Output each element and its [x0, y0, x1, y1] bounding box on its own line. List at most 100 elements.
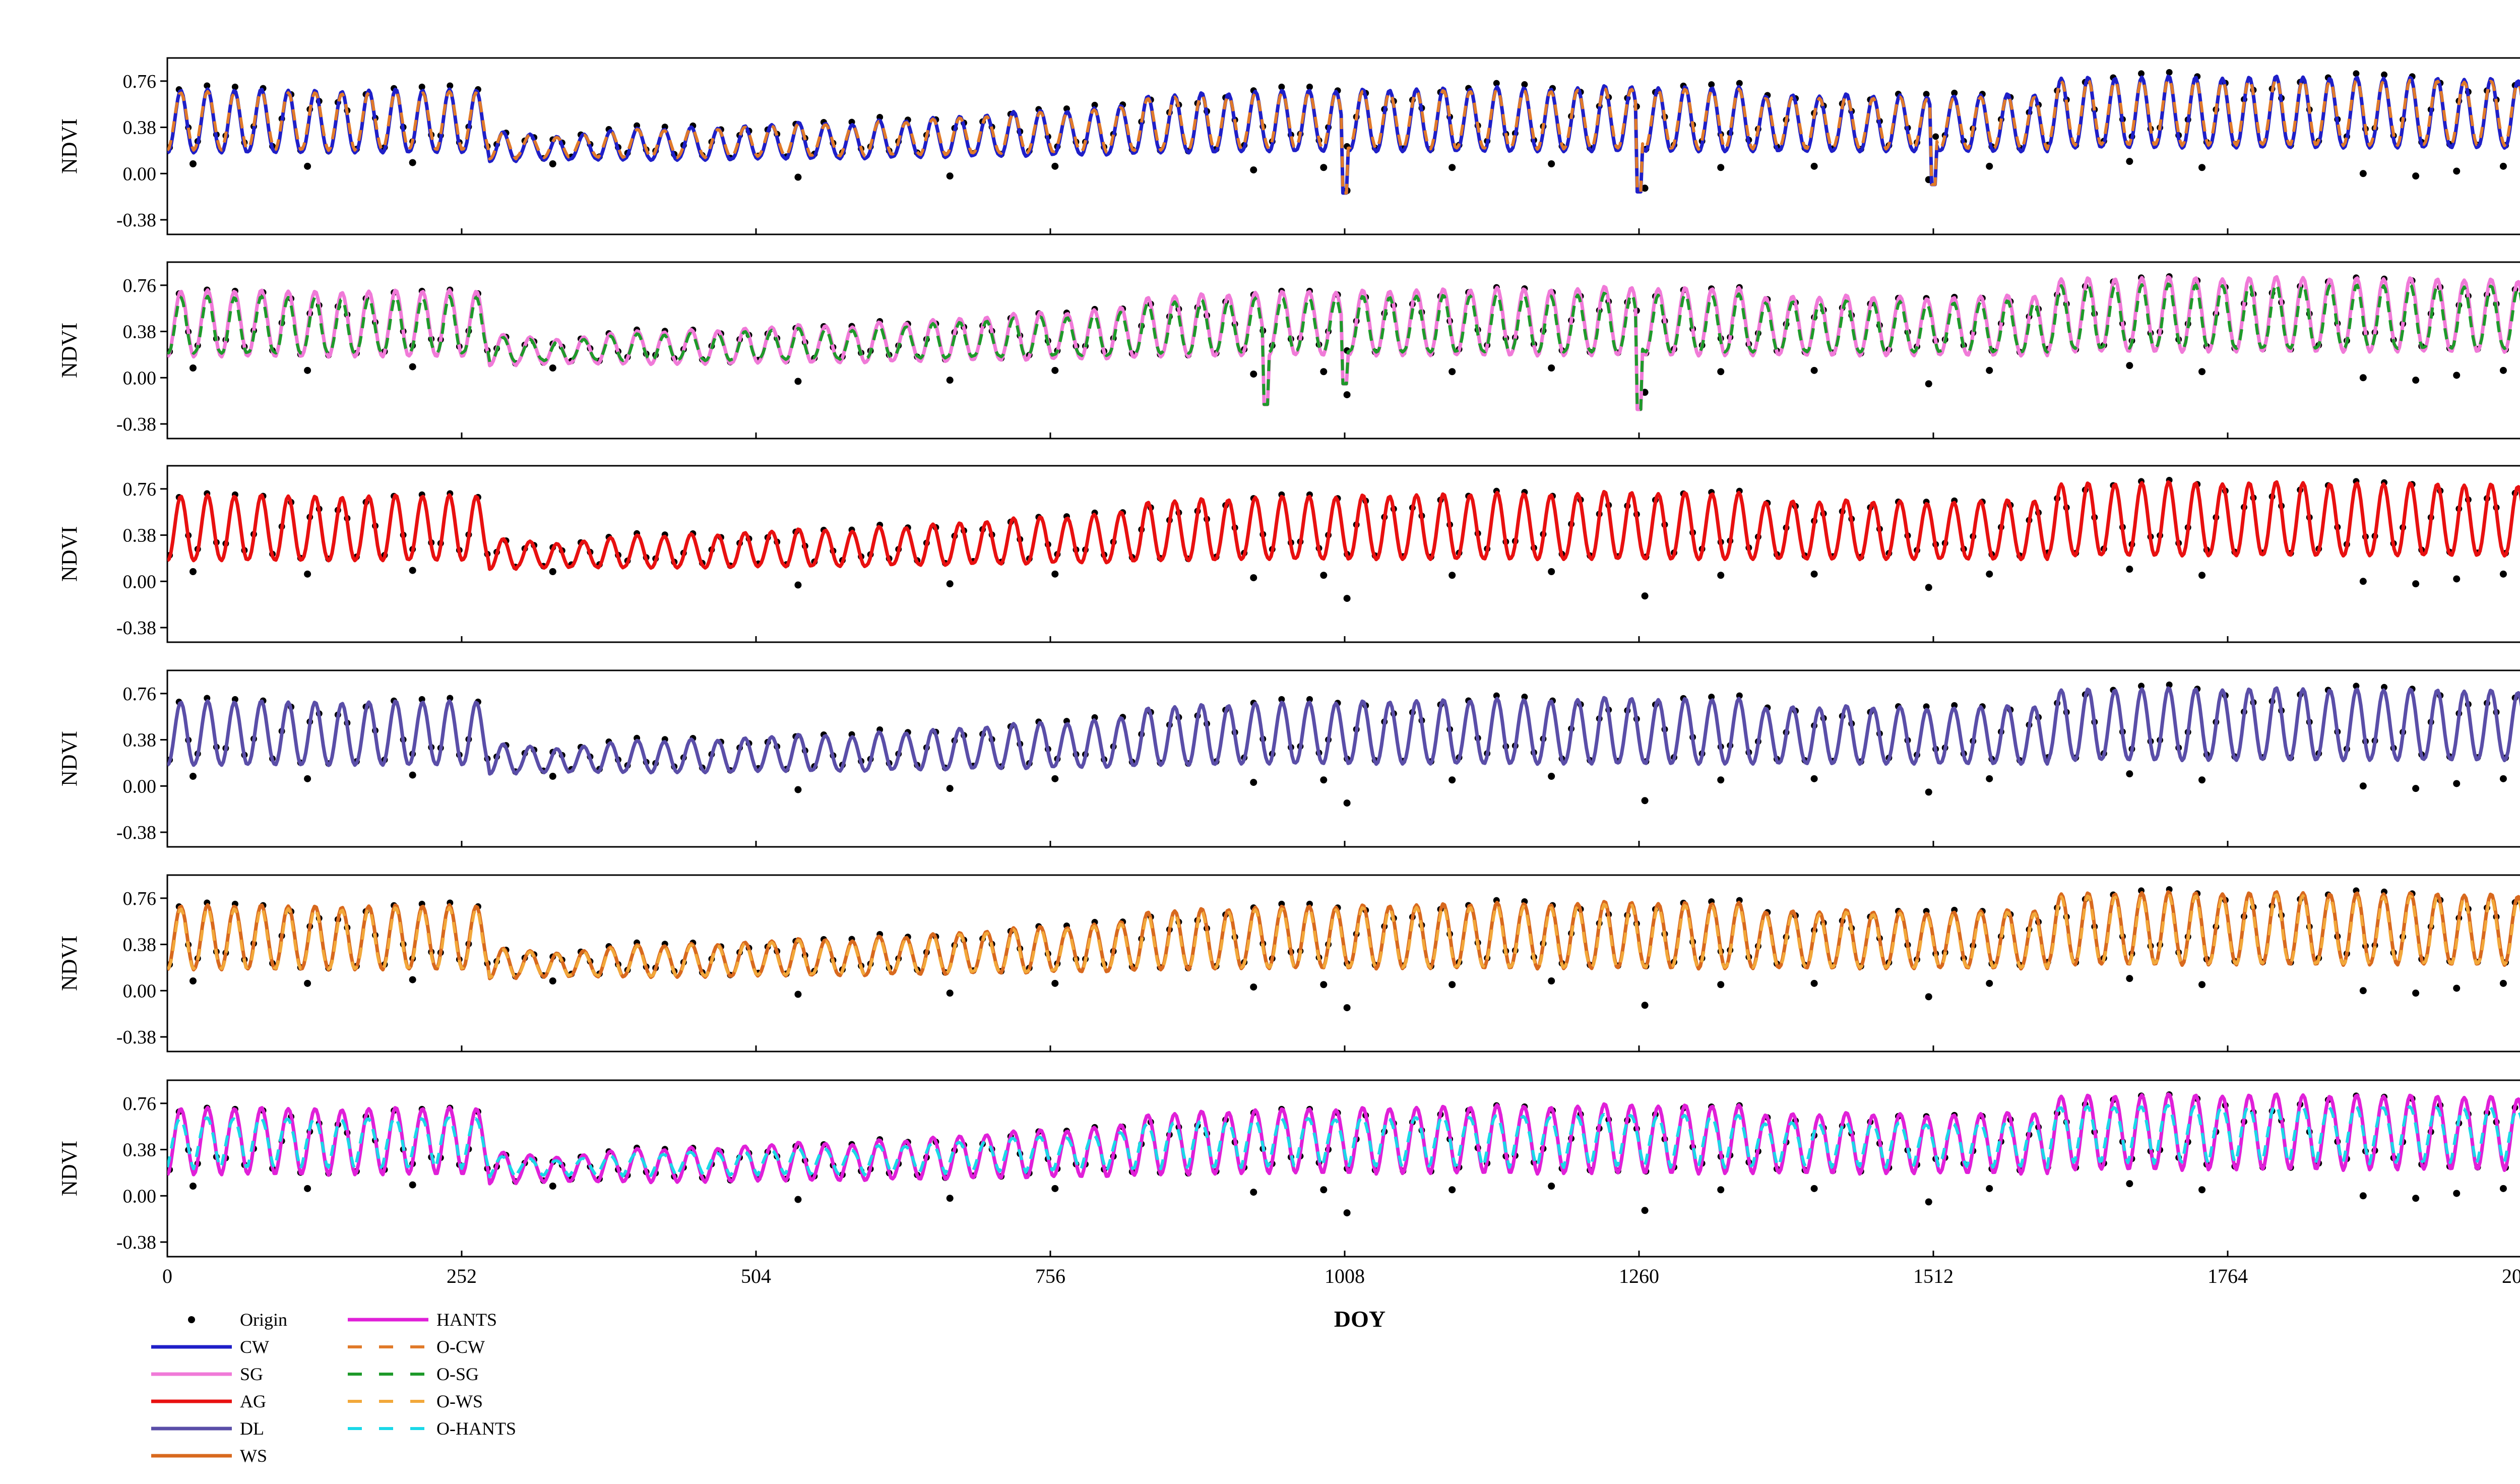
legend-label: SG — [240, 1364, 263, 1384]
origin-outlier-point — [2198, 776, 2206, 784]
origin-outlier-point — [2126, 566, 2133, 573]
origin-outlier-point — [2499, 775, 2507, 782]
legend-label: WS — [240, 1446, 267, 1466]
origin-outlier-point — [409, 771, 416, 779]
origin-outlier-point — [1448, 164, 1456, 171]
origin-point — [1932, 133, 1939, 140]
y-tick-label: -0.38 — [116, 1232, 156, 1253]
origin-outlier-point — [189, 364, 197, 372]
origin-outlier-point — [1717, 164, 1725, 171]
origin-outlier-point — [1986, 1185, 1993, 1192]
origin-outlier-point — [1051, 775, 1059, 782]
origin-outlier-point — [2126, 975, 2133, 982]
origin-outlier-point — [2499, 366, 2507, 374]
origin-outlier-point — [1641, 184, 1649, 192]
y-axis-title: NDVI — [57, 1141, 82, 1196]
origin-outlier-point — [794, 173, 802, 181]
origin-outlier-point — [2359, 987, 2367, 995]
y-tick-label: 0.00 — [123, 980, 157, 1002]
origin-outlier-point — [1448, 776, 1456, 784]
origin-outlier-point — [549, 160, 556, 167]
origin-outlier-point — [1717, 776, 1725, 784]
origin-outlier-point — [1986, 366, 1993, 374]
origin-outlier-point — [189, 977, 197, 984]
y-tick-label: 0.38 — [123, 525, 157, 546]
origin-outlier-point — [189, 160, 197, 167]
legend-marker — [188, 1316, 195, 1323]
origin-outlier-point — [2499, 162, 2507, 170]
y-tick-label: 0.76 — [123, 888, 157, 909]
legend-label: O-HANTS — [436, 1418, 516, 1439]
x-tick-label: 1260 — [1619, 1265, 1659, 1287]
origin-outlier-point — [2126, 770, 2133, 778]
panel-4: -0.38 0.00 0.38 0.76 NDVI — [57, 669, 2520, 848]
origin-outlier-point — [1250, 983, 1257, 991]
origin-outlier-point — [1986, 979, 1993, 987]
origin-outlier-point — [1343, 799, 1351, 807]
y-tick-label: 0.38 — [123, 935, 157, 956]
y-axis-title: NDVI — [57, 936, 82, 991]
origin-outlier-point — [946, 785, 954, 792]
plot-area — [167, 886, 2520, 1012]
origin-outlier-point — [1051, 162, 1059, 170]
y-tick-label: 0.76 — [123, 1093, 157, 1115]
origin-outlier-point — [1320, 981, 1328, 988]
y-tick-label: 0.38 — [123, 1140, 157, 1161]
y-tick-label: -0.38 — [116, 1027, 156, 1048]
panel-5: -0.38 0.00 0.38 0.76 NDVI — [57, 874, 2520, 1053]
origin-outlier-point — [549, 977, 556, 984]
x-axis-title: DOY — [1334, 1306, 1385, 1332]
origin-outlier-point — [1343, 1004, 1351, 1012]
origin-outlier-point — [2453, 372, 2461, 379]
panel-2: -0.38 0.00 0.38 0.76 NDVI — [57, 261, 2520, 440]
origin-outlier-point — [2198, 368, 2206, 376]
origin-outlier-point — [189, 568, 197, 575]
origin-outlier-point — [794, 991, 802, 998]
origin-outlier-point — [1641, 797, 1649, 805]
origin-outlier-point — [1986, 775, 1993, 782]
origin-outlier-point — [549, 773, 556, 780]
origin-outlier-point — [1320, 164, 1328, 171]
origin-outlier-point — [794, 581, 802, 589]
origin-outlier-point — [1320, 368, 1328, 376]
origin-outlier-point — [2499, 570, 2507, 578]
origin-outlier-point — [1343, 1209, 1351, 1217]
origin-outlier-point — [1810, 570, 1818, 578]
origin-outlier-point — [1641, 1002, 1649, 1009]
origin-outlier-point — [1925, 584, 1932, 591]
origin-outlier-point — [1250, 574, 1257, 582]
origin-point — [1736, 80, 1743, 87]
origin-point — [418, 83, 425, 90]
origin-outlier-point — [794, 786, 802, 793]
origin-outlier-point — [1810, 366, 1818, 374]
origin-outlier-point — [304, 366, 311, 374]
origin-point — [1278, 83, 1285, 90]
origin-point — [2166, 69, 2173, 76]
origin-outlier-point — [409, 159, 416, 166]
plot-area — [167, 477, 2520, 602]
legend-label: CW — [240, 1337, 269, 1357]
plot-area — [167, 682, 2520, 807]
origin-point — [1708, 81, 1715, 88]
origin-point — [1951, 702, 1958, 709]
origin-outlier-point — [1810, 775, 1818, 782]
origin-outlier-point — [1343, 595, 1351, 602]
origin-outlier-point — [1925, 1198, 1932, 1206]
origin-outlier-point — [409, 363, 416, 370]
x-tick-label: 1764 — [2208, 1265, 2248, 1287]
y-tick-label: 0.38 — [123, 117, 157, 139]
origin-outlier-point — [2412, 1195, 2420, 1202]
origin-outlier-point — [1717, 572, 1725, 579]
origin-outlier-point — [1250, 1189, 1257, 1196]
origin-outlier-point — [2412, 377, 2420, 384]
panel-1: -0.38 0.00 0.38 0.76 NDVI — [57, 57, 2520, 235]
y-tick-label: 0.38 — [123, 322, 157, 343]
series-line-o-cw — [167, 77, 2520, 195]
panels-layer: -0.38 0.00 0.38 0.76 NDVI -0.38 0.00 0.38 0.76 ND… — [57, 57, 2520, 1258]
origin-outlier-point — [1810, 162, 1818, 170]
origin-outlier-point — [946, 172, 954, 180]
origin-outlier-point — [794, 1196, 802, 1203]
origin-point — [1923, 91, 1930, 98]
origin-point — [447, 82, 454, 89]
